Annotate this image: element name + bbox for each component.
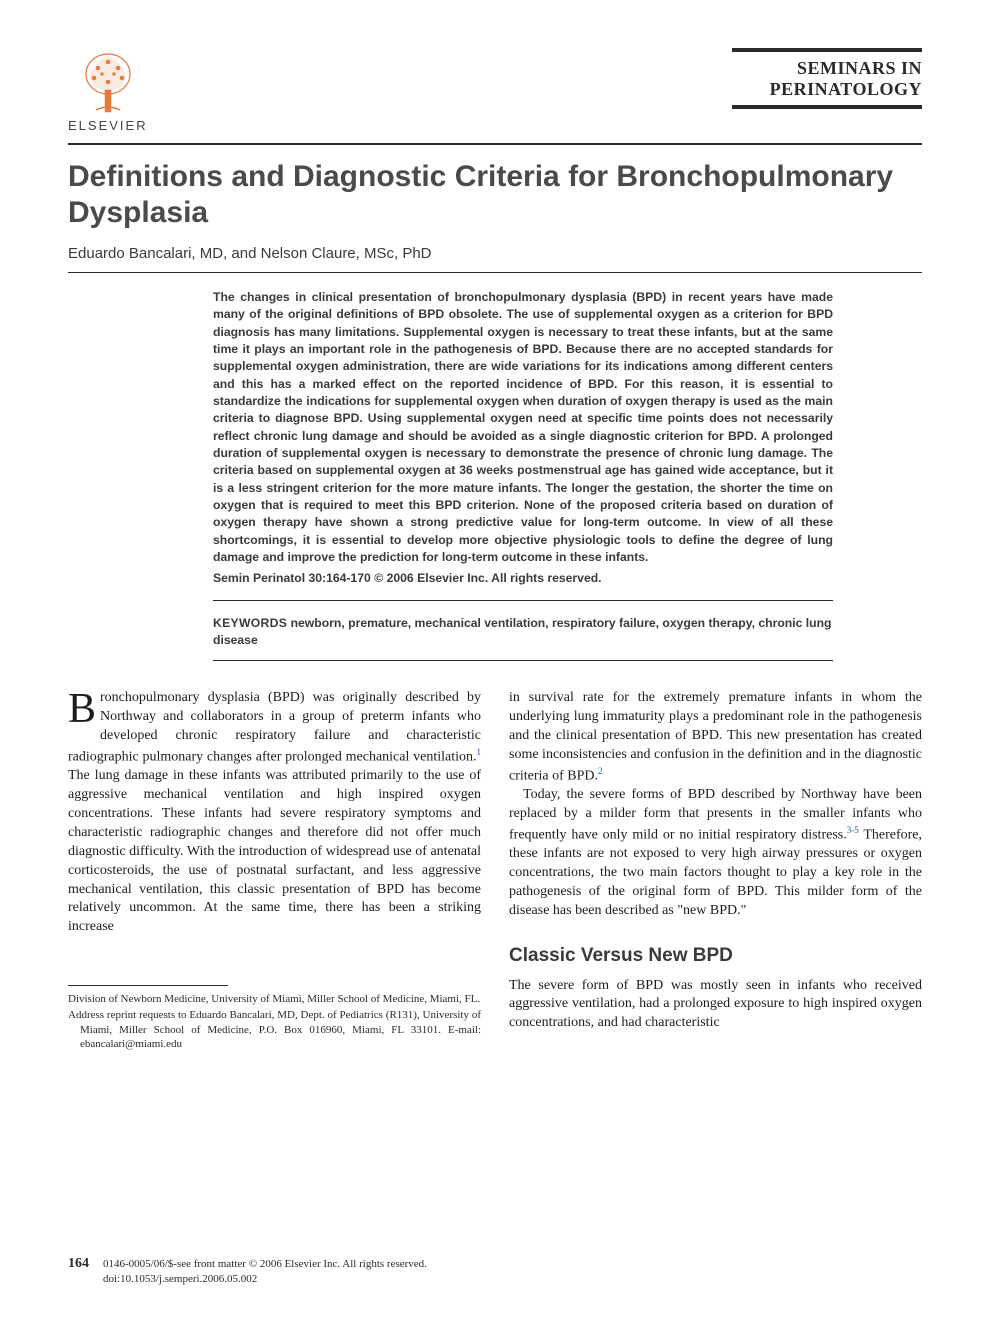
column-left: Bronchopulmonary dysplasia (BPD) was ori…: [68, 689, 481, 1053]
elsevier-tree-icon: [76, 48, 140, 116]
abstract-text: The changes in clinical presentation of …: [213, 290, 833, 564]
article-title: Definitions and Diagnostic Criteria for …: [68, 159, 922, 231]
rule-below-authors: [68, 272, 922, 273]
body-para-3: Today, the severe forms of BPD described…: [509, 786, 922, 921]
ref-1[interactable]: 1: [477, 747, 482, 757]
affiliation-note: Division of Newborn Medicine, University…: [68, 992, 481, 1006]
rule-mid-2: [213, 660, 833, 661]
journal-title-block: SEMINARS IN PERINATOLOGY: [732, 48, 922, 109]
body-para-1: Bronchopulmonary dysplasia (BPD) was ori…: [68, 689, 481, 937]
author-list: Eduardo Bancalari, MD, and Nelson Claure…: [68, 245, 922, 262]
keywords-block: KEYWORDS newborn, premature, mechanical …: [213, 615, 833, 650]
page-header: ELSEVIER SEMINARS IN PERINATOLOGY: [68, 48, 922, 133]
body-columns: Bronchopulmonary dysplasia (BPD) was ori…: [68, 689, 922, 1053]
section-heading-classic-new: Classic Versus New BPD: [509, 943, 922, 969]
body-para-4: The severe form of BPD was mostly seen i…: [509, 977, 922, 1034]
footer-line2: doi:10.1053/j.semperi.2006.05.002: [103, 1273, 257, 1285]
body-p2-a: in survival rate for the extremely prema…: [509, 690, 922, 783]
abstract-block: The changes in clinical presentation of …: [213, 289, 833, 588]
publisher-name: ELSEVIER: [68, 118, 148, 133]
citation-line: Semin Perinatol 30:164-170 © 2006 Elsevi…: [213, 570, 833, 587]
journal-underline-rule: [732, 105, 922, 109]
journal-name-line1: SEMINARS IN: [732, 58, 922, 79]
column-right: in survival rate for the extremely prema…: [509, 689, 922, 1053]
footer-line1: 0146-0005/06/$-see front matter © 2006 E…: [103, 1258, 427, 1270]
body-p1-b: The lung damage in these infants was att…: [68, 768, 481, 934]
ref-3-5[interactable]: 3-5: [847, 825, 859, 835]
body-para-2: in survival rate for the extremely prema…: [509, 689, 922, 786]
journal-name-line2: PERINATOLOGY: [732, 79, 922, 100]
footnotes: Division of Newborn Medicine, University…: [68, 992, 481, 1051]
publisher-logo-block: ELSEVIER: [68, 48, 148, 133]
keywords-label: KEYWORDS: [213, 616, 287, 630]
footnotes-rule: [68, 985, 228, 986]
keywords-text: newborn, premature, mechanical ventilati…: [213, 616, 831, 648]
footer-text: 0146-0005/06/$-see front matter © 2006 E…: [103, 1257, 427, 1286]
top-rule: [68, 143, 922, 145]
rule-mid-1: [213, 600, 833, 601]
reprint-note: Address reprint requests to Eduardo Banc…: [68, 1008, 481, 1051]
body-p1-a: ronchopulmonary dysplasia (BPD) was orig…: [68, 690, 481, 764]
dropcap: B: [68, 689, 100, 728]
page-number: 164: [68, 1256, 89, 1272]
ref-2[interactable]: 2: [598, 766, 603, 776]
page-footer: 164 0146-0005/06/$-see front matter © 20…: [68, 1256, 922, 1286]
